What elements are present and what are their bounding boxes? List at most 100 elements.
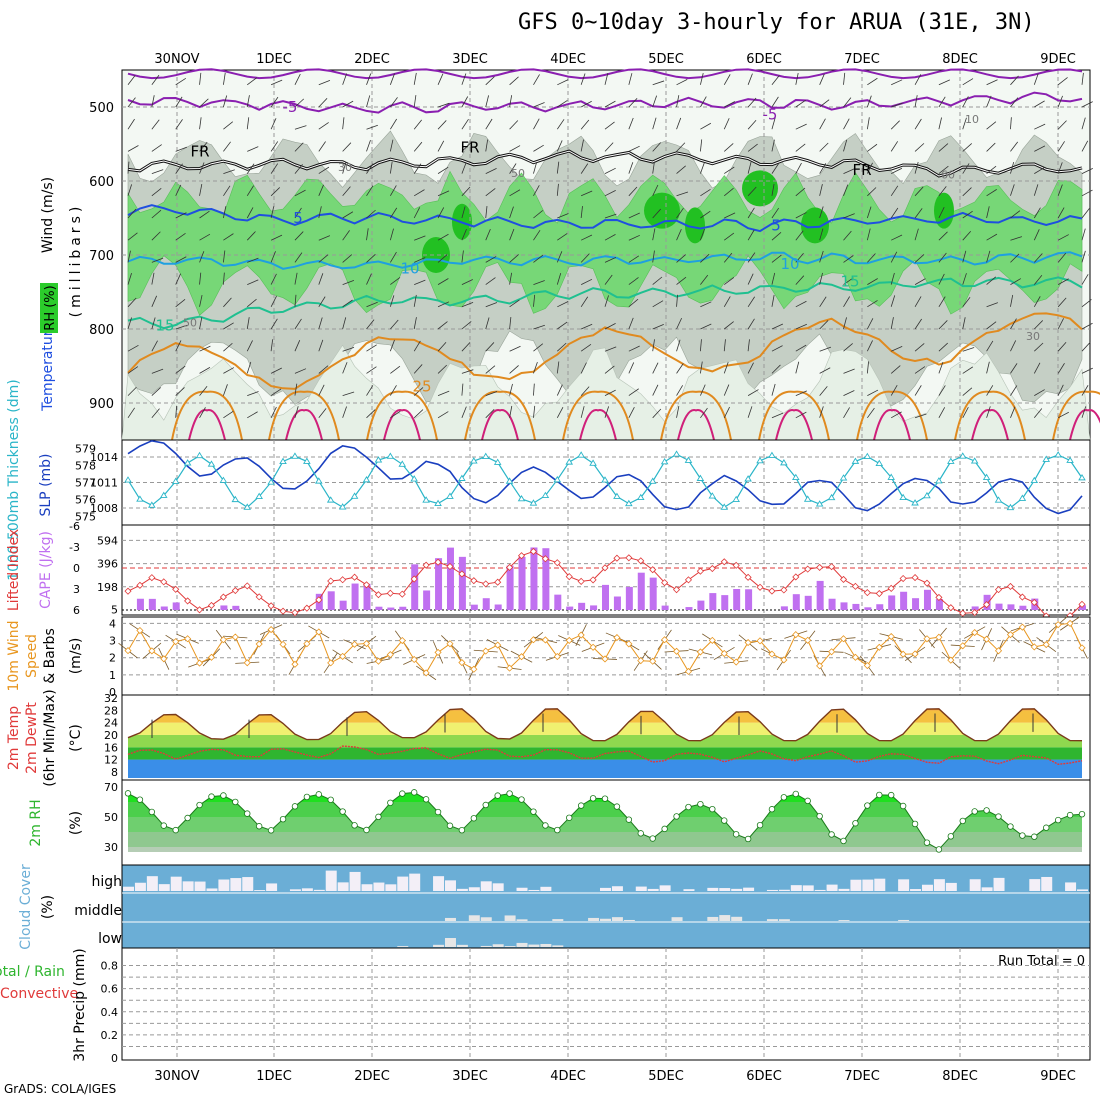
wind10m-point bbox=[1006, 631, 1015, 639]
li-tick: 0 bbox=[73, 562, 80, 575]
wind-barb bbox=[556, 272, 562, 285]
wind-barb bbox=[342, 406, 347, 418]
wind10m-point bbox=[994, 647, 1003, 655]
cloud-bar bbox=[397, 946, 409, 947]
cloud-bar bbox=[802, 885, 814, 891]
wind-barb bbox=[461, 228, 467, 241]
wind-barb bbox=[938, 342, 948, 352]
wind10m-point bbox=[637, 657, 645, 665]
wind-barb bbox=[1057, 384, 1064, 396]
wind-barb bbox=[366, 163, 374, 174]
dewpoint-line bbox=[127, 745, 1083, 766]
cloud-bar bbox=[206, 888, 218, 891]
thickness-point bbox=[768, 451, 776, 458]
cloud-bar bbox=[611, 886, 623, 891]
wind-barb bbox=[247, 279, 259, 285]
cloud-bar bbox=[778, 889, 790, 891]
thickness-point bbox=[970, 457, 979, 464]
wind-barb bbox=[390, 410, 401, 419]
cape-label: CAPE (J/kg) bbox=[38, 531, 54, 609]
contour-label: -5 bbox=[763, 105, 778, 123]
wind-barb bbox=[986, 361, 990, 374]
wind-barb bbox=[556, 384, 563, 396]
temp2m-label-b: 2m DewPt bbox=[24, 702, 40, 774]
wind-barb bbox=[533, 185, 540, 196]
cloud-bar bbox=[659, 885, 671, 891]
wind-barb bbox=[175, 273, 181, 285]
wind10m-point bbox=[279, 640, 287, 648]
lifted-index-point bbox=[577, 577, 585, 585]
wind-barb bbox=[866, 95, 872, 108]
cloud-bar bbox=[731, 916, 743, 921]
wind10m-point bbox=[410, 655, 418, 664]
wind-barb bbox=[175, 163, 183, 174]
rh-point bbox=[351, 822, 358, 829]
isotherm-30 bbox=[1069, 409, 1100, 441]
thickness-point bbox=[326, 496, 335, 503]
wind-barb bbox=[1034, 123, 1046, 130]
rh-point bbox=[1019, 832, 1026, 839]
lifted-index-point bbox=[494, 578, 502, 586]
lifted-index-point bbox=[661, 579, 669, 587]
wind-barb bbox=[747, 273, 754, 285]
rh2m-label: 2m RH bbox=[28, 799, 44, 846]
lifted-index-point bbox=[1018, 593, 1026, 601]
cloud-bar bbox=[480, 917, 492, 921]
wind-barb bbox=[628, 145, 640, 152]
wind-barb bbox=[771, 254, 782, 263]
wind-barb bbox=[580, 206, 583, 219]
cloud-bar bbox=[313, 889, 325, 891]
wind-barb bbox=[1034, 100, 1045, 108]
wind-barb bbox=[318, 296, 326, 308]
wind10m-point bbox=[744, 638, 752, 647]
cape-bar bbox=[876, 604, 884, 610]
wind-barb bbox=[628, 298, 639, 308]
cloud-bar bbox=[707, 887, 719, 891]
wind-barb bbox=[557, 213, 569, 219]
wind-barb bbox=[318, 166, 330, 174]
wind-barb bbox=[676, 339, 681, 352]
wind-barb bbox=[676, 317, 683, 330]
wind-barb bbox=[342, 186, 351, 197]
thickness-point bbox=[171, 477, 180, 484]
wind-barb bbox=[294, 164, 303, 174]
wind-barb bbox=[127, 407, 136, 419]
wind-barb bbox=[580, 362, 587, 374]
wind-barb bbox=[628, 186, 638, 197]
wind-barb bbox=[366, 185, 374, 197]
wind-barb bbox=[1081, 299, 1092, 308]
wind10m-point bbox=[422, 669, 430, 677]
rh-blob bbox=[742, 170, 778, 207]
wind-barb bbox=[604, 73, 609, 85]
rh-point bbox=[184, 814, 191, 822]
wind-barb bbox=[1081, 367, 1093, 374]
rh-point bbox=[554, 826, 561, 834]
rh-point bbox=[923, 839, 931, 846]
thickness-point bbox=[446, 492, 454, 499]
cloud-bar bbox=[456, 888, 468, 891]
wind-barb bbox=[843, 390, 855, 396]
cloud-bar bbox=[385, 884, 397, 891]
wind-barb bbox=[723, 361, 729, 374]
wind10m-point bbox=[172, 638, 180, 646]
rh2m-tick: 70 bbox=[104, 781, 118, 794]
wind10m-point bbox=[529, 636, 538, 644]
cloud-bar bbox=[266, 883, 278, 891]
rh-point bbox=[267, 827, 275, 834]
cape-bar bbox=[566, 606, 574, 610]
wind-barb bbox=[1057, 297, 1067, 308]
contour-label: 15 bbox=[840, 273, 859, 291]
wind-barb bbox=[771, 272, 776, 285]
wind-barb bbox=[342, 347, 355, 352]
wind-barb bbox=[795, 162, 802, 174]
wind-barb bbox=[890, 272, 895, 285]
wind-barb bbox=[795, 72, 799, 85]
lifted-index-point bbox=[816, 563, 824, 571]
cape-bar bbox=[554, 594, 562, 610]
thickness-point bbox=[231, 495, 240, 503]
wind-barb bbox=[366, 228, 369, 241]
thickness-point bbox=[744, 475, 752, 482]
wind-barb bbox=[175, 340, 182, 352]
wind-barb bbox=[413, 163, 422, 174]
cloud-bar bbox=[850, 879, 862, 891]
